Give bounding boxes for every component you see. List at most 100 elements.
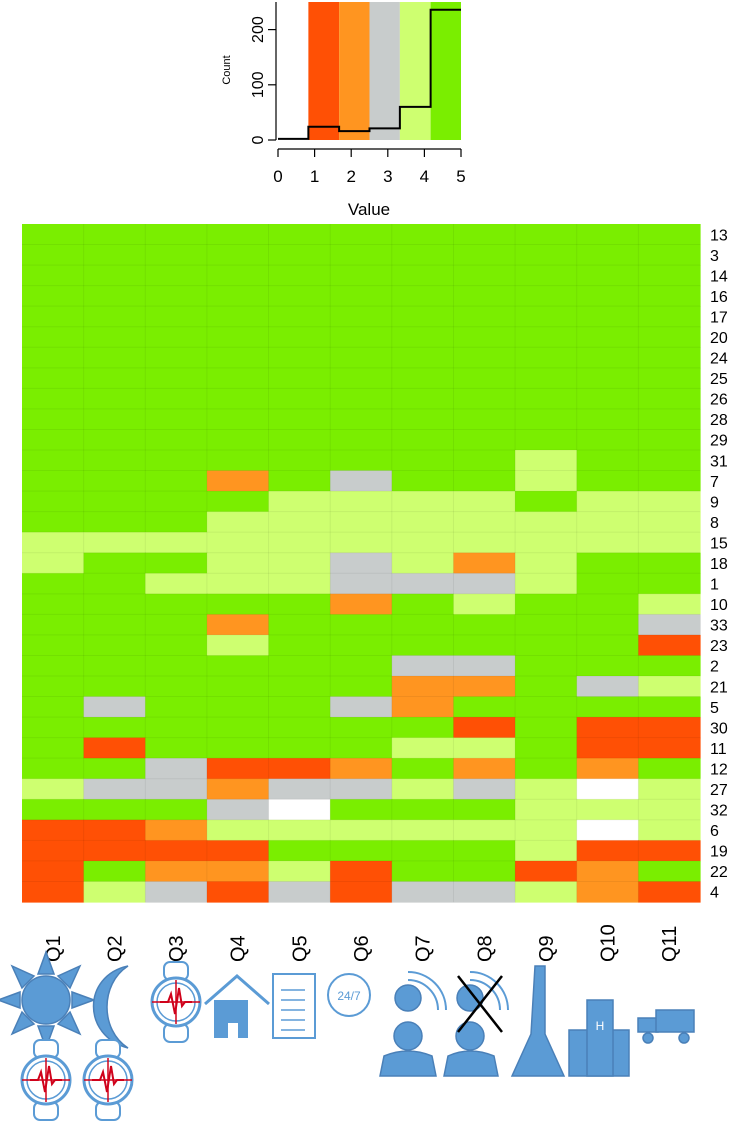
heatmap-row-label: 5	[710, 700, 719, 717]
heatmap-cell-29-Q1	[22, 429, 85, 451]
heatmap-cell-7-Q10	[576, 470, 639, 492]
heatmap-cell-22-Q2	[83, 860, 146, 883]
heatmap-row-label: 19	[710, 844, 728, 861]
heatmap-cell-17-Q8	[453, 306, 516, 328]
heatmap-cell-29-Q4	[206, 429, 270, 451]
heatmap-cell-17-Q10	[576, 306, 639, 328]
heatmap-cell-11-Q2	[83, 737, 146, 759]
heatmap-row-label: 33	[710, 618, 728, 635]
histogram-x-label: Value	[348, 200, 390, 219]
heatmap-cell-16-Q3	[145, 285, 208, 307]
heatmap-cell-32-Q3	[145, 799, 208, 821]
heatmap-cell-14-Q9	[515, 265, 578, 287]
heatmap-cell-7-Q1	[22, 470, 85, 492]
heatmap-cell-13-Q6	[330, 224, 393, 246]
heatmap-cell-32-Q7	[391, 799, 455, 821]
histogram-bin-4	[399, 2, 431, 140]
heatmap-cell-4-Q5	[268, 881, 331, 903]
heatmap-column-label: Q7	[413, 935, 435, 962]
heatmap-cell-18-Q2	[83, 552, 146, 574]
heatmap-cell-33-Q11	[638, 614, 701, 636]
heatmap-cell-22-Q10	[576, 860, 639, 883]
heatmap-cell-15-Q6	[330, 532, 393, 554]
heatmap-cell-19-Q1	[22, 840, 85, 862]
heatmap-cell-16-Q10	[576, 285, 639, 307]
heatmap-cell-19-Q11	[638, 840, 701, 862]
heatmap-row-label: 20	[710, 330, 728, 347]
histogram-x-tick-label: 0	[273, 167, 282, 186]
heatmap-cell-20-Q8	[453, 326, 516, 348]
heatmap-cell-33-Q4	[206, 614, 270, 636]
heatmap-cell-22-Q1	[22, 860, 85, 883]
heatmap-cell-20-Q9	[515, 326, 578, 348]
heatmap-cell-11-Q5	[268, 737, 331, 759]
heatmap-column-label: Q11	[659, 926, 681, 962]
heatmap-cell-5-Q10	[576, 696, 639, 718]
heatmap-column-label: Q10	[598, 924, 620, 962]
histogram-bin-0	[278, 2, 309, 140]
heatmap-cell-10-Q4	[206, 593, 270, 615]
heatmap-cell-9-Q5	[268, 491, 331, 513]
heatmap-cell-29-Q5	[268, 429, 331, 451]
heatmap-cell-18-Q11	[638, 552, 701, 574]
heatmap-cell-17-Q4	[206, 306, 270, 328]
heatmap-cell-17-Q7	[391, 306, 455, 328]
heatmap-cell-12-Q8	[453, 758, 516, 780]
heatmap-row-label: 31	[710, 453, 728, 470]
heatmap-cell-20-Q10	[576, 326, 639, 348]
heatmap-cell-29-Q3	[145, 429, 208, 451]
histogram-y-tick-label: 200	[250, 16, 267, 43]
heatmap: 1331416172024252628293179815181103323221…	[22, 224, 728, 903]
heatmap-cell-26-Q9	[515, 388, 578, 410]
heatmap-cell-22-Q8	[453, 860, 516, 883]
heatmap-column-labels: Q1 Q2 Q3 Q4 Q5 Q6 Q7 Q8 Q9 Q10 Q11	[43, 924, 681, 962]
heatmap-cell-29-Q7	[391, 429, 455, 451]
heatmap-cell-19-Q9	[515, 840, 578, 862]
heatmap-cell-24-Q6	[330, 347, 393, 369]
heatmap-cell-13-Q2	[83, 224, 146, 246]
heatmap-cell-30-Q2	[83, 717, 146, 739]
heatmap-cell-18-Q9	[515, 552, 578, 574]
heatmap-cell-22-Q5	[268, 860, 331, 883]
heatmap-cell-19-Q4	[206, 840, 270, 862]
histogram-step-line	[278, 8, 461, 140]
heatmap-cell-17-Q11	[638, 306, 701, 328]
heatmap-cell-24-Q5	[268, 347, 331, 369]
heatmap-cell-7-Q9	[515, 470, 578, 492]
heatmap-cell-10-Q7	[391, 593, 455, 615]
heatmap-cell-17-Q5	[268, 306, 331, 328]
heatmap-cell-4-Q4	[206, 881, 270, 903]
histogram-bins	[278, 2, 461, 140]
heatmap-cell-23-Q7	[391, 634, 455, 657]
heatmap-row-labels: 1331416172024252628293179815181103323221…	[710, 227, 728, 901]
heatmap-cell-20-Q7	[391, 326, 455, 348]
heatmap-cell-8-Q7	[391, 511, 455, 533]
heatmap-cell-31-Q10	[576, 450, 639, 472]
heatmap-row-label: 3	[710, 248, 719, 265]
wearable-ecg-icon	[82, 1039, 134, 1121]
moon-icon	[92, 965, 129, 1049]
heatmap-cell-23-Q1	[22, 634, 85, 657]
heatmap-cell-22-Q4	[206, 860, 270, 883]
heatmap-cell-3-Q10	[576, 244, 639, 266]
heatmap-cell-14-Q10	[576, 265, 639, 287]
heatmap-cell-15-Q4	[206, 532, 270, 554]
heatmap-cell-1-Q7	[391, 573, 455, 595]
heatmap-cell-23-Q10	[576, 634, 639, 657]
heatmap-cell-2-Q2	[83, 655, 146, 677]
heatmap-cell-16-Q6	[330, 285, 393, 307]
heatmap-cell-12-Q4	[206, 758, 270, 780]
heatmap-cell-8-Q10	[576, 511, 639, 533]
heatmap-cell-20-Q2	[83, 326, 146, 348]
heatmap-cell-11-Q9	[515, 737, 578, 759]
heatmap-cell-3-Q6	[330, 244, 393, 266]
heatmap-cell-33-Q8	[453, 614, 516, 636]
heatmap-cell-12-Q2	[83, 758, 146, 780]
heatmap-cell-7-Q5	[268, 470, 331, 492]
heatmap-cell-6-Q2	[83, 819, 146, 841]
heatmap-cell-2-Q4	[206, 655, 270, 677]
heatmap-cell-18-Q4	[206, 552, 270, 574]
heatmap-cell-23-Q6	[330, 634, 393, 657]
heatmap-cell-22-Q9	[515, 860, 578, 883]
heatmap-cell-20-Q11	[638, 326, 701, 348]
